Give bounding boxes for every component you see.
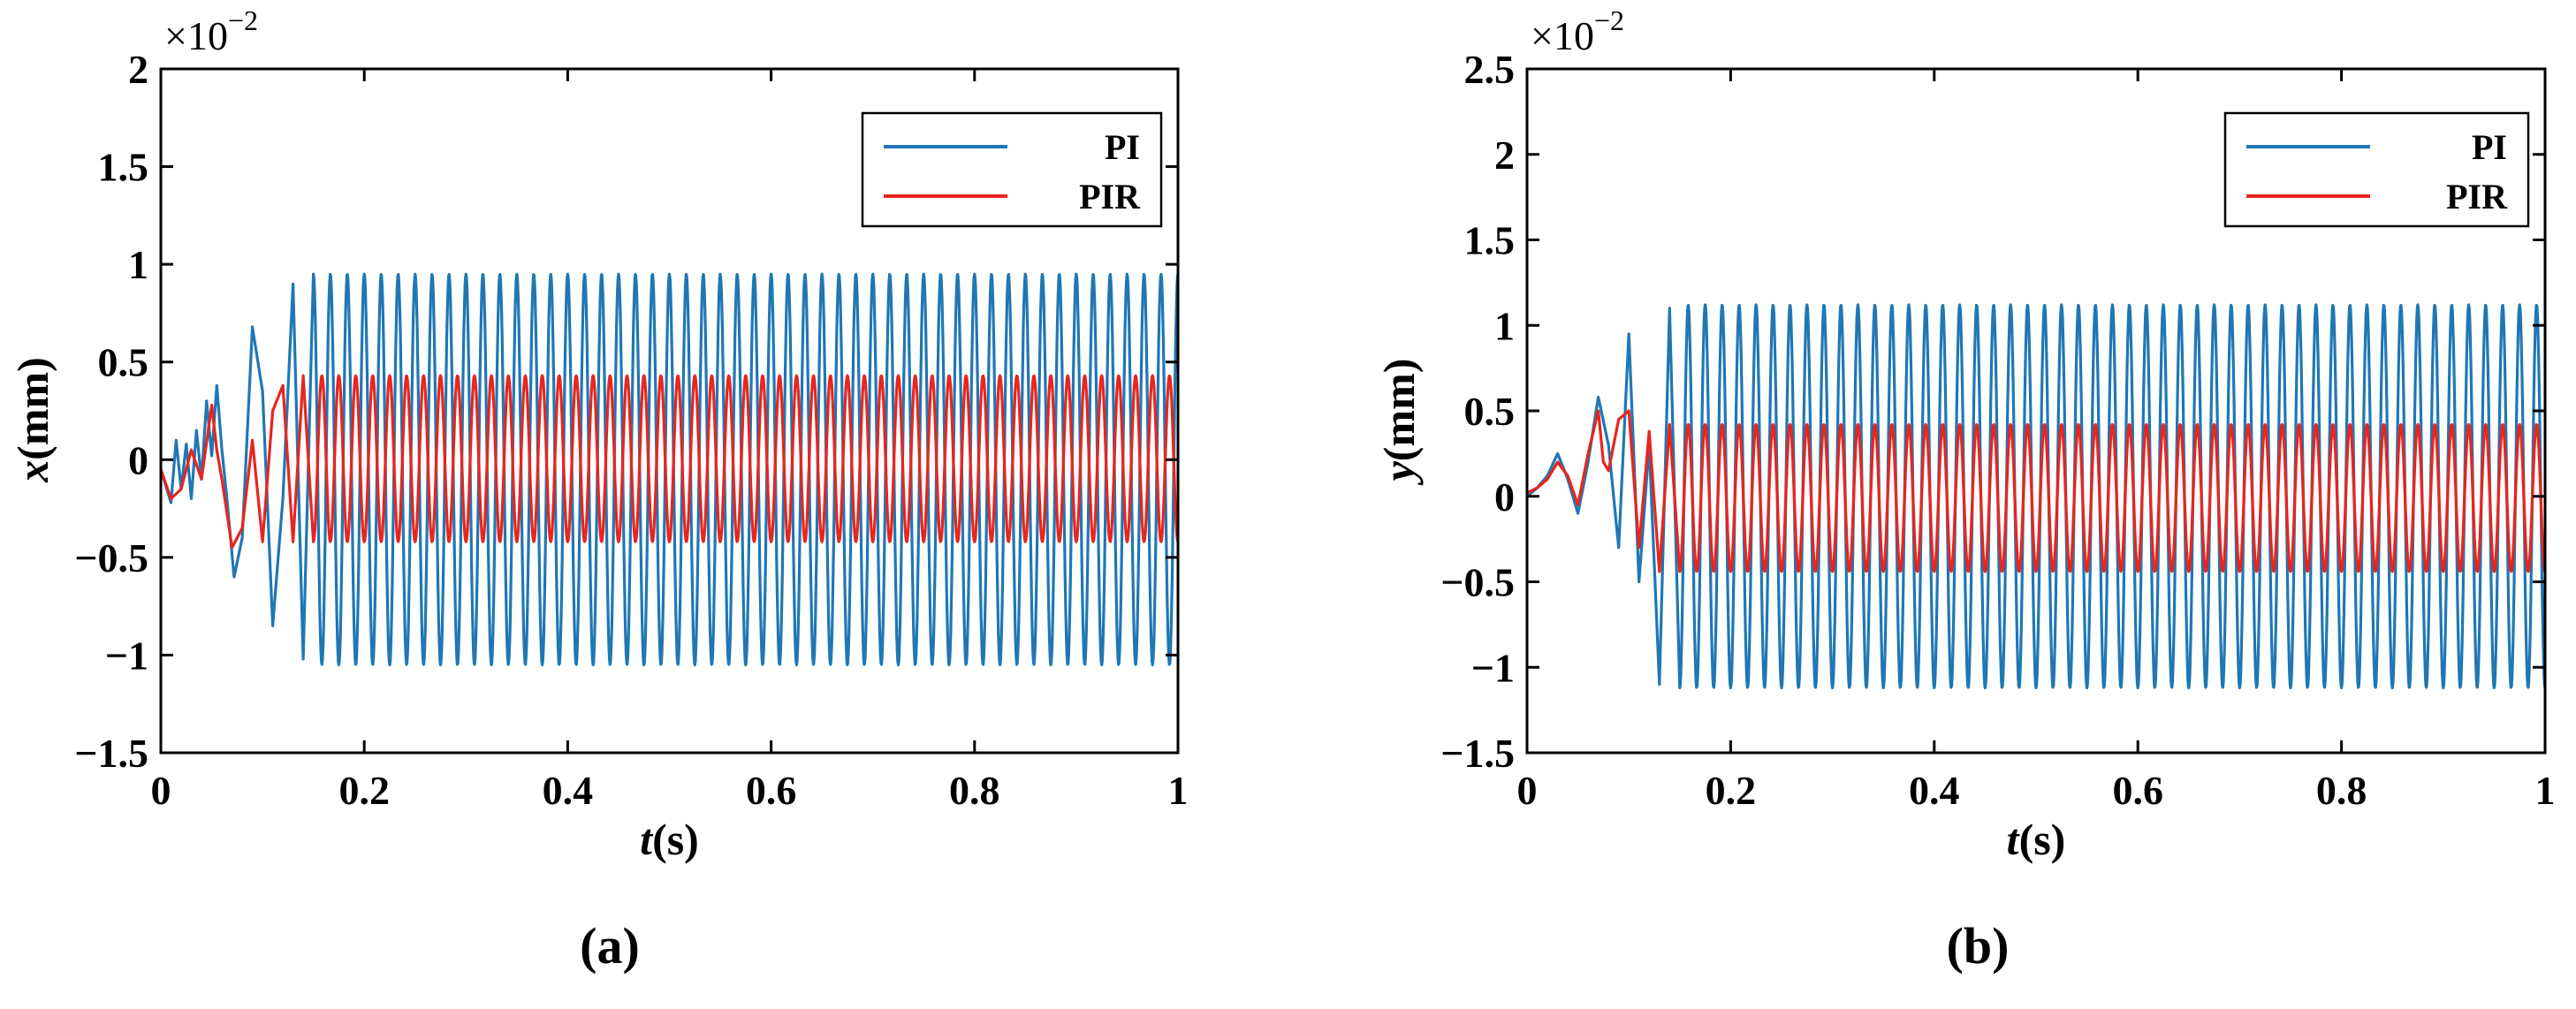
legend: PI PIR [861,111,1163,228]
x-tick-label: 0.2 [1706,768,1757,813]
y-tick-label: −1 [105,633,148,678]
legend-label-pir: PIR [1079,177,1141,216]
legend-label-pi: PI [2472,127,2507,167]
panel-label: (b) [1947,917,2010,975]
x-tick-label: 1 [2535,768,2556,813]
series-line-pir [1527,409,2545,573]
x-tick-label: 0 [151,768,171,813]
chart-panel-a: 0 0.2 0.4 0.6 0.8 1−1.5−1−0.500.511.52×10−2t(… [8,4,1189,975]
chart-panel-b: 0 0.2 0.4 0.6 0.8 1 −1.5 −1 −0.5 0 0.5 1 1.5 2 2.5 ×10−… [1374,4,2556,975]
x-tick-label: 0.6 [2112,768,2163,813]
x-tick-label: 0 [1517,768,1538,813]
y-tick-label: 1 [1494,303,1515,348]
x-tick-label: 0.8 [2316,768,2367,813]
x-axis-label-var: t [2007,815,2021,864]
legend-label-pir: PIR [2446,177,2508,216]
y-axis-label-var: x [8,460,57,483]
y-axis-label: x(mm) [8,357,57,483]
x-tick-label: 0.4 [1909,768,1960,813]
x-axis-label: t(s) [2007,815,2066,864]
y-tick-label: −1 [1471,645,1515,690]
y-tick-label: −0.5 [74,535,148,580]
x-tick-label: 0.2 [338,768,390,813]
plot-area [161,272,1178,667]
x-tick-label: 0.8 [949,768,1000,813]
x-tick-label: 1 [1168,768,1189,813]
plot-area [1527,303,2545,690]
y-tick-label: −0.5 [1440,560,1515,605]
y-tick-label: −1.5 [74,731,148,776]
y-axis-label-unit: (mm) [1374,359,1424,462]
x-tick-label: 0.4 [543,768,594,813]
series-line-pi [161,272,1178,667]
y-tick-label: −1.5 [1440,731,1515,776]
y-tick-label: 1 [128,242,148,287]
y-axis-label: y(mm) [1374,359,1424,486]
y-multiplier-base: ×10 [1531,13,1594,58]
y-multiplier-base: ×10 [164,13,228,58]
y-tick-label: 0.5 [1464,389,1516,434]
x-axis-label-unit: (s) [652,815,699,864]
legend-box [861,111,1163,228]
y-tick-label: 0.5 [98,340,149,385]
axes-box [159,67,1180,755]
y-multiplier: ×10−2 [1531,4,1624,58]
series-line-pir [161,374,1178,550]
x-axis-label: t(s) [640,815,699,864]
x-tick-label: 0.6 [746,768,797,813]
y-tick-label: 1.5 [1464,218,1516,263]
legend-box [2223,111,2530,228]
legend-label-pi: PI [1105,127,1140,167]
y-axis-label-var: y [1374,460,1424,485]
series-line-pi [1527,303,2545,690]
y-tick-label: 2 [1494,133,1515,178]
y-tick-label: 2 [128,47,148,92]
panel-label: (a) [580,917,640,975]
y-axis-label-unit: (mm) [8,357,57,460]
y-multiplier: ×10−2 [164,4,258,58]
y-multiplier-exponent: −2 [1594,4,1624,36]
y-tick-label: 1.5 [98,145,149,190]
y-tick-label: 0 [1494,474,1515,520]
y-tick-label: 2.5 [1464,47,1516,92]
legend: PI PIR [2223,111,2530,228]
y-tick-label: 0 [128,437,148,482]
x-axis-label-var: t [640,815,654,864]
y-multiplier-exponent: −2 [228,4,258,36]
x-axis-label-unit: (s) [2019,815,2066,864]
